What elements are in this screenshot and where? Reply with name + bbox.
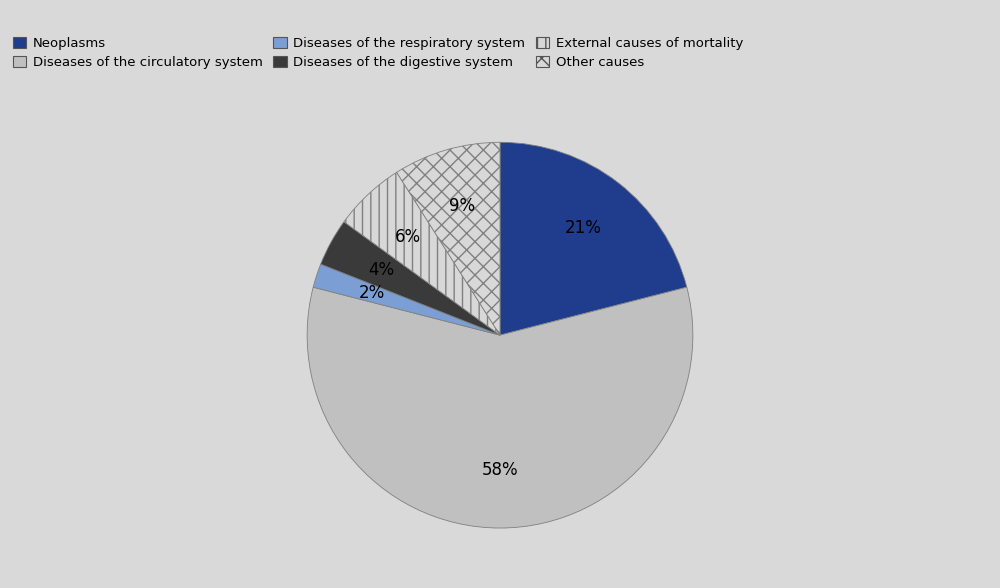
Wedge shape	[500, 142, 687, 335]
Text: 9%: 9%	[449, 196, 475, 215]
Wedge shape	[397, 142, 500, 335]
Text: 21%: 21%	[564, 219, 601, 238]
Wedge shape	[307, 287, 693, 528]
Text: 4%: 4%	[369, 261, 395, 279]
Legend: Neoplasms, Diseases of the circulatory system, Diseases of the respiratory syste: Neoplasms, Diseases of the circulatory s…	[7, 30, 750, 76]
Text: 58%: 58%	[482, 461, 518, 479]
Wedge shape	[321, 222, 500, 335]
Wedge shape	[313, 264, 500, 335]
Wedge shape	[344, 172, 500, 335]
Text: 6%: 6%	[395, 228, 421, 246]
Text: 2%: 2%	[358, 285, 385, 302]
